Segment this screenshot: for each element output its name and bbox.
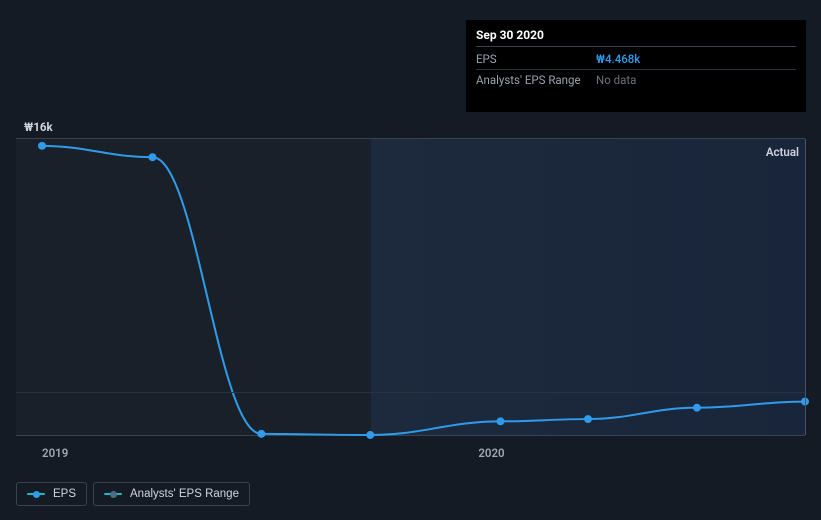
tooltip-date: Sep 30 2020 <box>476 28 796 47</box>
tooltip-row-eps: EPS ₩4.468k <box>476 49 796 70</box>
tooltip-value: ₩4.468k <box>596 52 640 66</box>
eps-chart-container: Sep 30 2020 EPS ₩4.468k Analysts' EPS Ra… <box>0 0 821 520</box>
chart-svg <box>16 139 805 435</box>
eps-point[interactable] <box>366 431 374 439</box>
chart-plot-area[interactable]: Actual <box>16 138 805 436</box>
x-axis-tick-label: 2020 <box>478 446 504 460</box>
tooltip-value: No data <box>596 73 636 87</box>
tooltip-label: Analysts' EPS Range <box>476 73 596 87</box>
legend-marker-icon <box>27 490 45 498</box>
eps-point[interactable] <box>148 153 156 161</box>
x-axis-tick-label: 2019 <box>42 446 68 460</box>
y-axis-top-label: ₩16k <box>24 120 53 134</box>
legend-item-analyst-range[interactable]: Analysts' EPS Range <box>93 482 250 506</box>
hover-line <box>805 139 806 435</box>
eps-point[interactable] <box>584 415 592 423</box>
eps-point[interactable] <box>496 417 504 425</box>
tooltip-row-range: Analysts' EPS Range No data <box>476 70 796 90</box>
legend-label: Analysts' EPS Range <box>130 488 239 500</box>
legend-marker-icon <box>104 490 122 498</box>
gridline <box>16 392 805 393</box>
tooltip-label: EPS <box>476 52 596 66</box>
legend-item-eps[interactable]: EPS <box>16 482 87 506</box>
chart-legend: EPS Analysts' EPS Range <box>16 482 250 506</box>
legend-label: EPS <box>53 488 76 500</box>
eps-point[interactable] <box>257 430 265 438</box>
eps-point[interactable] <box>693 404 701 412</box>
eps-point[interactable] <box>38 142 46 150</box>
chart-tooltip: Sep 30 2020 EPS ₩4.468k Analysts' EPS Ra… <box>466 20 806 112</box>
